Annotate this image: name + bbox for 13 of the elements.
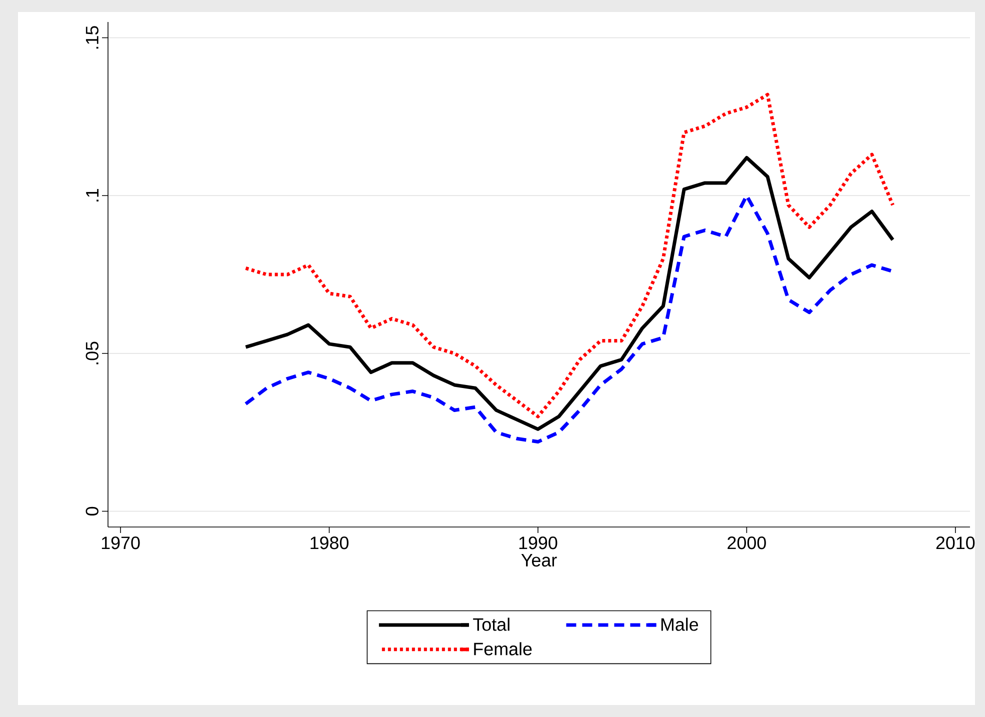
x-tick-label: 2000	[728, 536, 766, 550]
y-tick-label: .1	[86, 188, 98, 202]
y-tick-label: .15	[86, 26, 98, 49]
x-tick-label: 1990	[519, 536, 558, 550]
legend-label: Total	[473, 618, 510, 631]
x-tick-label: 1970	[102, 536, 140, 550]
x-tick-label: 2010	[936, 536, 975, 550]
y-tick-label: 0	[86, 506, 98, 516]
x-axis-title: Year	[521, 554, 557, 567]
y-tick-label: .05	[86, 342, 98, 364]
x-tick-label: 1980	[310, 536, 348, 550]
legend-label: Female	[474, 642, 532, 656]
legend-label: Male	[661, 618, 698, 631]
